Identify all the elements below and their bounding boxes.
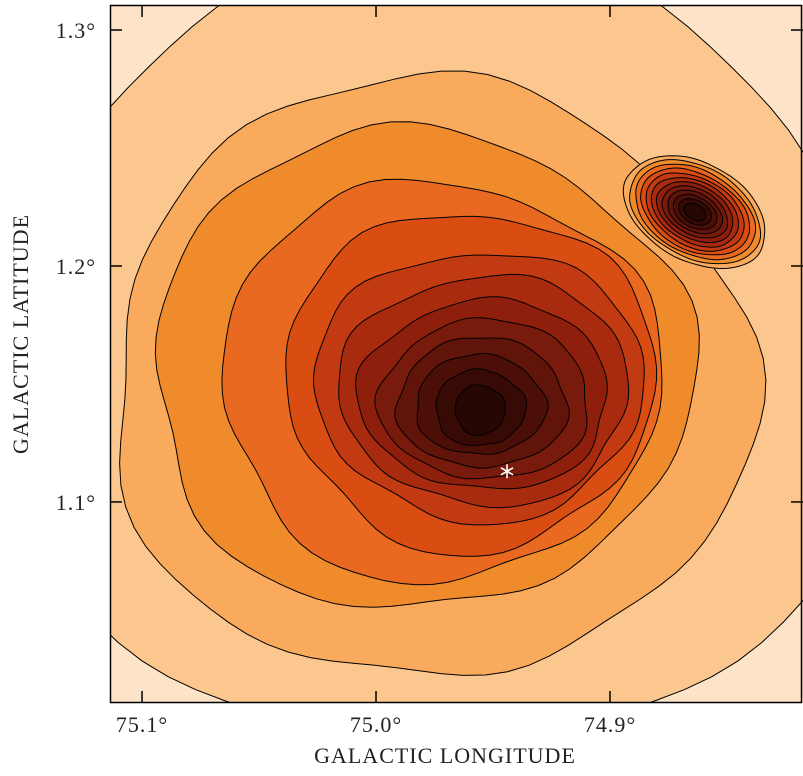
contour-map (0, 0, 803, 760)
y-tick-label: 1.2° (56, 254, 96, 279)
x-tick-label: 74.9° (584, 712, 636, 737)
x-tick-label: 75.0° (350, 712, 402, 737)
x-tick-label: 75.1° (116, 712, 168, 737)
contour-level (455, 385, 505, 436)
y-axis-label: GALACTIC LATITUDE (8, 214, 33, 454)
x-axis-label: GALACTIC LONGITUDE (314, 743, 576, 768)
chart: GALACTIC LONGITUDE GALACTIC LATITUDE 75.… (0, 0, 803, 776)
y-tick-label: 1.3° (56, 18, 96, 43)
y-tick-label: 1.1° (56, 490, 96, 515)
